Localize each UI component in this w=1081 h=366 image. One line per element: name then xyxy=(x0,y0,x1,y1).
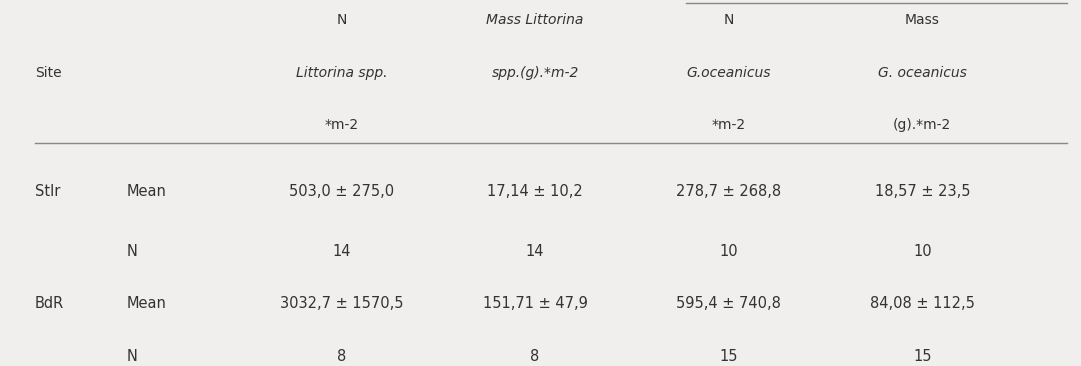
Text: BdR: BdR xyxy=(35,296,64,311)
Text: G. oceanicus: G. oceanicus xyxy=(878,66,966,80)
Text: 3032,7 ± 1570,5: 3032,7 ± 1570,5 xyxy=(280,296,403,311)
Text: (g).*m-2: (g).*m-2 xyxy=(893,118,951,132)
Text: N: N xyxy=(126,244,137,259)
Text: N: N xyxy=(723,13,734,27)
Text: 8: 8 xyxy=(337,349,346,364)
Text: 15: 15 xyxy=(720,349,738,364)
Text: Mean: Mean xyxy=(126,184,166,199)
Text: 14: 14 xyxy=(332,244,351,259)
Text: *m-2: *m-2 xyxy=(324,118,359,132)
Text: 84,08 ± 112,5: 84,08 ± 112,5 xyxy=(870,296,975,311)
Text: G.oceanicus: G.oceanicus xyxy=(686,66,771,80)
Text: Mean: Mean xyxy=(126,296,166,311)
Text: 151,71 ± 47,9: 151,71 ± 47,9 xyxy=(483,296,588,311)
Text: 8: 8 xyxy=(531,349,539,364)
Text: Mass: Mass xyxy=(905,13,939,27)
Text: 15: 15 xyxy=(913,349,932,364)
Text: Littorina spp.: Littorina spp. xyxy=(296,66,387,80)
Text: *m-2: *m-2 xyxy=(711,118,746,132)
Text: 595,4 ± 740,8: 595,4 ± 740,8 xyxy=(677,296,782,311)
Text: N: N xyxy=(336,13,347,27)
Text: 503,0 ± 275,0: 503,0 ± 275,0 xyxy=(289,184,395,199)
Text: 10: 10 xyxy=(719,244,738,259)
Text: Mass Littorina: Mass Littorina xyxy=(486,13,584,27)
Text: 14: 14 xyxy=(525,244,545,259)
Text: 18,57 ± 23,5: 18,57 ± 23,5 xyxy=(875,184,970,199)
Text: Stlr: Stlr xyxy=(35,184,61,199)
Text: spp.(g).*m-2: spp.(g).*m-2 xyxy=(492,66,578,80)
Text: Site: Site xyxy=(35,66,62,80)
Text: 10: 10 xyxy=(913,244,932,259)
Text: N: N xyxy=(126,349,137,364)
Text: 278,7 ± 268,8: 278,7 ± 268,8 xyxy=(676,184,782,199)
Text: 17,14 ± 10,2: 17,14 ± 10,2 xyxy=(488,184,583,199)
